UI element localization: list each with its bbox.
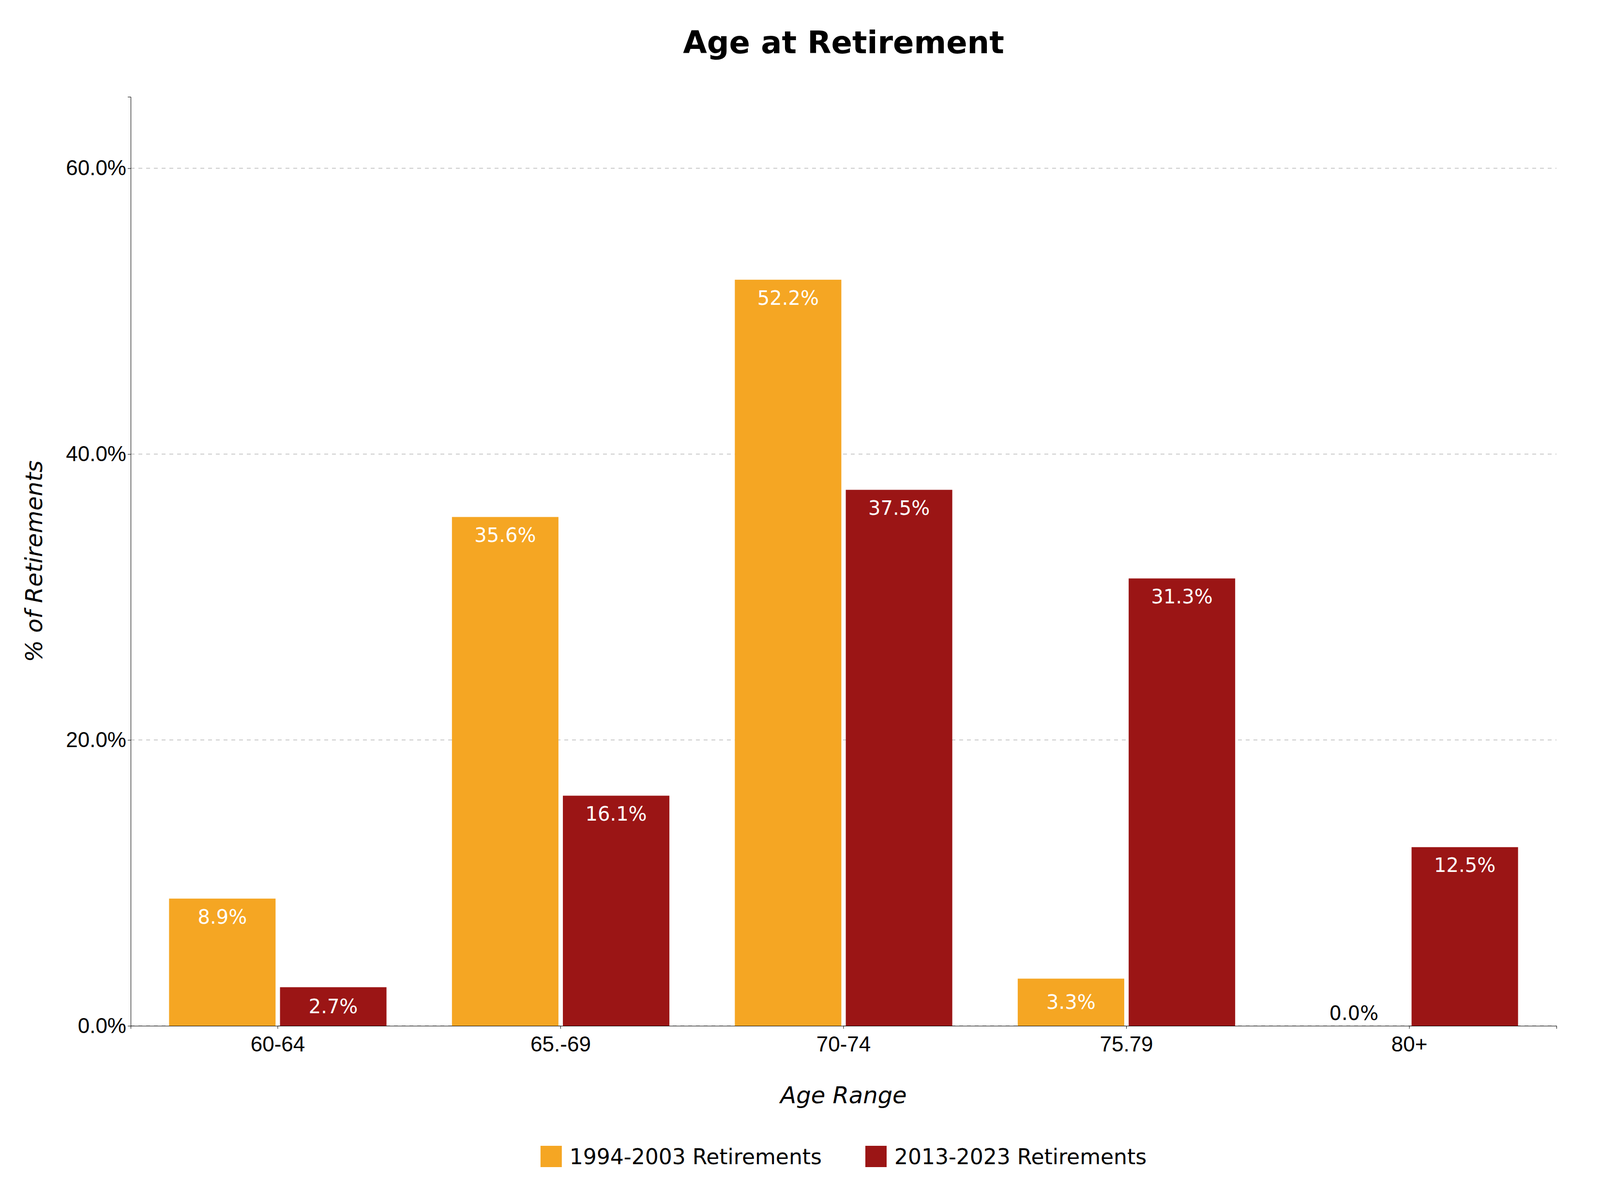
bars	[168, 279, 1518, 1027]
legend-label: 1994-2003 Retirements	[569, 1144, 822, 1170]
x-axis: 60-64 65.-69 70-74 75.79 80+	[131, 1026, 1557, 1057]
grid-line	[130, 167, 1557, 169]
data-label: 3.3%	[1046, 991, 1096, 1014]
x-tick	[1126, 1026, 1127, 1029]
y-tick-label: 60.0%	[65, 155, 127, 180]
bar	[1128, 578, 1236, 1027]
title: Age at Retirement	[682, 24, 1005, 61]
bar	[168, 898, 276, 1027]
y-axis-line	[127, 97, 132, 1027]
data-label: 12.5%	[1433, 854, 1496, 877]
bar	[1300, 1026, 1407, 1027]
bar	[734, 279, 842, 1027]
x-tick-label: 80+	[1391, 1032, 1428, 1057]
grid	[130, 168, 1557, 1027]
x-tick-label: 70-74	[816, 1032, 872, 1057]
x-tick-group: 65.-69	[530, 1026, 591, 1057]
x-axis-title: Age Range	[778, 1081, 907, 1109]
data-label: 31.3%	[1151, 585, 1213, 608]
y-tick-group: 60.0%	[65, 155, 131, 180]
data-label: 37.5%	[868, 497, 930, 520]
bar	[452, 516, 559, 1027]
x-axis-line	[131, 1026, 1557, 1030]
legend-swatch	[540, 1146, 562, 1168]
bar	[1017, 979, 1125, 1027]
plot-area: 8.9% 35.6% 52.2% 3.3% 0.0% 2.7% 16.1% 37.5% 31.3…	[65, 97, 1557, 1057]
x-tick-group: 80+	[1391, 1026, 1428, 1057]
data-label: 35.6%	[474, 524, 536, 547]
legend-swatch	[865, 1146, 887, 1168]
bar	[280, 987, 387, 1027]
y-tick-label: 0.0%	[77, 1013, 127, 1038]
y-tick-group: 40.0%	[65, 441, 131, 466]
grid-line	[130, 739, 1557, 741]
legend-label: 2013-2023 Retirements	[894, 1144, 1147, 1170]
x-tick	[560, 1026, 561, 1029]
data-label: 8.9%	[197, 905, 248, 929]
x-tick-label: 65.-69	[530, 1032, 591, 1057]
y-tick-label: 40.0%	[65, 441, 127, 466]
data-label: 0.0%	[1329, 1002, 1379, 1025]
x-tick	[843, 1026, 845, 1029]
grid-line	[130, 453, 1557, 455]
x-tick	[1409, 1026, 1410, 1029]
legend-item: 2013-2023 Retirements	[865, 1144, 1147, 1170]
y-tick	[127, 1026, 131, 1027]
y-tick-group: 20.0%	[65, 727, 131, 752]
chart: 8.9% 35.6% 52.2% 3.3% 0.0% 2.7% 16.1% 37.5% 31.3…	[0, 0, 1600, 1200]
y-tick	[127, 453, 131, 455]
data-label: 52.2%	[757, 286, 819, 310]
y-tick	[127, 168, 131, 169]
bar	[1411, 847, 1519, 1027]
x-tick-group: 75.79	[1099, 1026, 1153, 1057]
x-tick-group: 70-74	[816, 1026, 872, 1057]
y-tick-label: 20.0%	[65, 727, 127, 752]
legend: 1994-2003 Retirements 2013-2023 Retiremen…	[540, 1144, 1147, 1170]
y-tick-group: 0.0%	[77, 1013, 131, 1038]
x-tick	[277, 1026, 278, 1029]
x-tick-group: 60-64	[250, 1026, 306, 1057]
y-axis: 0.0% 20.0% 40.0% 60.0%	[65, 97, 131, 1038]
series-bars	[168, 279, 1125, 1027]
bar	[845, 489, 953, 1027]
series-bars	[280, 489, 1519, 1027]
legend-item: 1994-2003 Retirements	[540, 1144, 822, 1170]
data-label: 2.7%	[308, 995, 359, 1018]
data-label: 16.1%	[585, 802, 648, 826]
x-tick-label: 60-64	[250, 1032, 306, 1057]
bar	[562, 795, 670, 1027]
data-labels: 8.9% 35.6% 52.2% 3.3% 0.0% 2.7% 16.1% 37.5% 31.3…	[197, 286, 1496, 1025]
y-axis-title: % of Retirements	[20, 460, 48, 663]
y-tick	[127, 739, 131, 741]
x-tick-label: 75.79	[1099, 1032, 1153, 1057]
